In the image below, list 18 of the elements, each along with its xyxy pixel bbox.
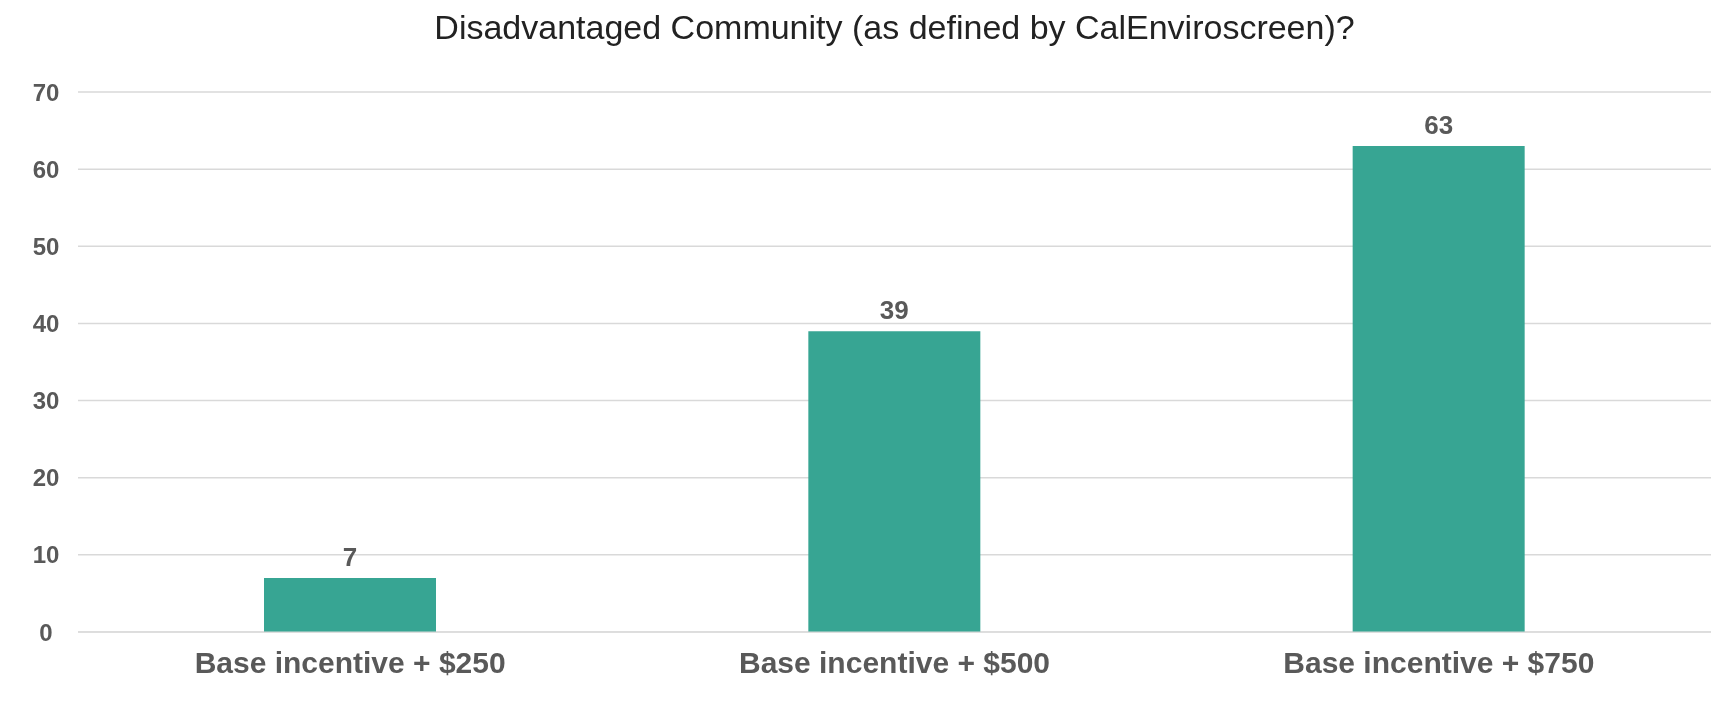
x-tick-label: Base incentive + $250 <box>194 646 506 680</box>
x-tick-label: Base incentive + $750 <box>1283 646 1595 680</box>
bar <box>264 578 436 632</box>
data-label: 63 <box>1424 110 1454 140</box>
y-tick-label: 60 <box>32 155 60 183</box>
y-tick-label: 0 <box>39 618 53 646</box>
y-tick-label: 10 <box>32 541 60 569</box>
data-label: 39 <box>879 295 909 326</box>
bar <box>1352 146 1525 632</box>
y-tick-label: 70 <box>32 78 60 106</box>
y-tick-label: 20 <box>32 464 60 492</box>
y-tick-label: 30 <box>32 387 60 415</box>
data-label: 7 <box>342 542 358 572</box>
y-tick-label: 40 <box>32 309 60 337</box>
x-tick-label: Base incentive + $500 <box>738 646 1051 680</box>
bar <box>808 331 981 632</box>
y-tick-label: 50 <box>32 232 60 260</box>
chart-title: Disadvantaged Community (as defined by CalEnviroscreen)? <box>433 8 1356 48</box>
